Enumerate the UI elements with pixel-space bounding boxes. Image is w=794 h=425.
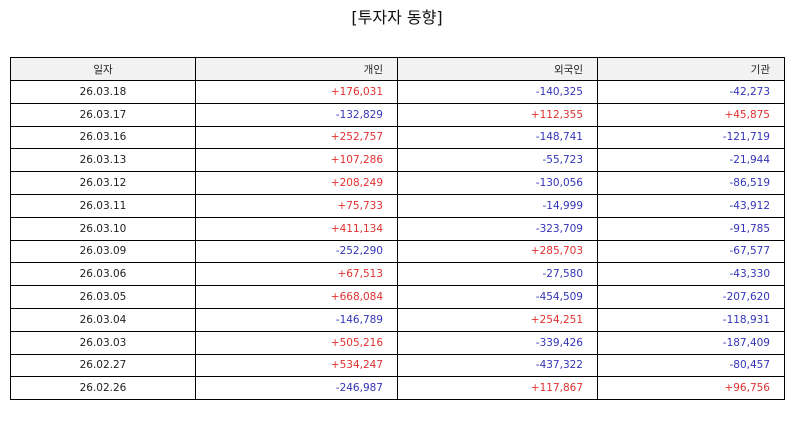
investor-trend-table: 일자 개인 외국인 기관 26.03.18 +176,031 -140,325 … <box>10 57 785 401</box>
cell-foreign: +117,867 <box>397 376 598 401</box>
cell-date: 26.03.05 <box>10 285 196 309</box>
table-row: 26.03.10 +411,134 -323,709 -91,785 <box>10 216 785 241</box>
cell-date: 26.03.12 <box>10 171 196 195</box>
cell-individual: +107,286 <box>195 148 398 173</box>
cell-date: 26.03.04 <box>10 307 196 332</box>
cell-individual: +411,134 <box>195 216 398 241</box>
cell-date: 26.02.27 <box>10 353 196 378</box>
cell-institution: +45,875 <box>597 102 785 127</box>
cell-date: 26.03.16 <box>10 125 196 150</box>
cell-individual: +67,513 <box>195 262 398 287</box>
header-foreign: 외국인 <box>397 57 598 81</box>
cell-individual: -246,987 <box>195 376 398 401</box>
cell-date: 26.03.10 <box>10 216 196 241</box>
cell-date: 26.03.09 <box>10 239 196 264</box>
table-row: 26.03.12 +208,249 -130,056 -86,519 <box>10 171 785 195</box>
cell-institution: -86,519 <box>597 171 785 195</box>
cell-institution: -121,719 <box>597 125 785 150</box>
cell-individual: -146,789 <box>195 307 398 332</box>
table-row: 26.02.26 -246,987 +117,867 +96,756 <box>10 376 785 401</box>
table-row: 26.03.18 +176,031 -140,325 -42,273 <box>10 80 785 104</box>
table-row: 26.03.17 -132,829 +112,355 +45,875 <box>10 102 785 127</box>
cell-date: 26.03.17 <box>10 102 196 127</box>
table-row: 26.03.09 -252,290 +285,703 -67,577 <box>10 239 785 264</box>
cell-foreign: -323,709 <box>397 216 598 241</box>
cell-institution: -21,944 <box>597 148 785 173</box>
cell-date: 26.03.11 <box>10 193 196 218</box>
cell-foreign: -27,580 <box>397 262 598 287</box>
header-institution: 기관 <box>597 57 785 81</box>
cell-institution: -207,620 <box>597 285 785 309</box>
cell-individual: -252,290 <box>195 239 398 264</box>
table-row: 26.03.13 +107,286 -55,723 -21,944 <box>10 148 785 173</box>
cell-institution: -91,785 <box>597 216 785 241</box>
cell-foreign: +112,355 <box>397 102 598 127</box>
table-row: 26.03.06 +67,513 -27,580 -43,330 <box>10 262 785 287</box>
cell-institution: -43,912 <box>597 193 785 218</box>
table-row: 26.03.05 +668,084 -454,509 -207,620 <box>10 285 785 309</box>
table-row: 26.03.03 +505,216 -339,426 -187,409 <box>10 330 785 355</box>
cell-individual: +208,249 <box>195 171 398 195</box>
cell-individual: +75,733 <box>195 193 398 218</box>
cell-foreign: -454,509 <box>397 285 598 309</box>
cell-foreign: -140,325 <box>397 80 598 104</box>
table-row: 26.03.11 +75,733 -14,999 -43,912 <box>10 193 785 218</box>
cell-institution: -67,577 <box>597 239 785 264</box>
page-title: [투자자 동향] <box>351 8 443 27</box>
cell-date: 26.03.06 <box>10 262 196 287</box>
table-row: 26.03.04 -146,789 +254,251 -118,931 <box>10 307 785 332</box>
cell-foreign: -55,723 <box>397 148 598 173</box>
cell-individual: +505,216 <box>195 330 398 355</box>
cell-institution: +96,756 <box>597 376 785 401</box>
cell-foreign: +285,703 <box>397 239 598 264</box>
cell-foreign: +254,251 <box>397 307 598 332</box>
cell-institution: -80,457 <box>597 353 785 378</box>
table-row: 26.03.16 +252,757 -148,741 -121,719 <box>10 125 785 150</box>
cell-foreign: -14,999 <box>397 193 598 218</box>
header-date: 일자 <box>10 57 196 81</box>
cell-foreign: -339,426 <box>397 330 598 355</box>
cell-institution: -43,330 <box>597 262 785 287</box>
header-individual: 개인 <box>195 57 398 81</box>
cell-date: 26.03.03 <box>10 330 196 355</box>
cell-date: 26.02.26 <box>10 376 196 401</box>
cell-individual: +668,084 <box>195 285 398 309</box>
cell-institution: -187,409 <box>597 330 785 355</box>
cell-individual: +176,031 <box>195 80 398 104</box>
cell-foreign: -148,741 <box>397 125 598 150</box>
table-header-row: 일자 개인 외국인 기관 <box>10 57 785 81</box>
cell-date: 26.03.18 <box>10 80 196 104</box>
cell-individual: +252,757 <box>195 125 398 150</box>
cell-date: 26.03.13 <box>10 148 196 173</box>
cell-institution: -42,273 <box>597 80 785 104</box>
cell-individual: +534,247 <box>195 353 398 378</box>
cell-individual: -132,829 <box>195 102 398 127</box>
table-row: 26.02.27 +534,247 -437,322 -80,457 <box>10 353 785 378</box>
cell-institution: -118,931 <box>597 307 785 332</box>
cell-foreign: -130,056 <box>397 171 598 195</box>
cell-foreign: -437,322 <box>397 353 598 378</box>
